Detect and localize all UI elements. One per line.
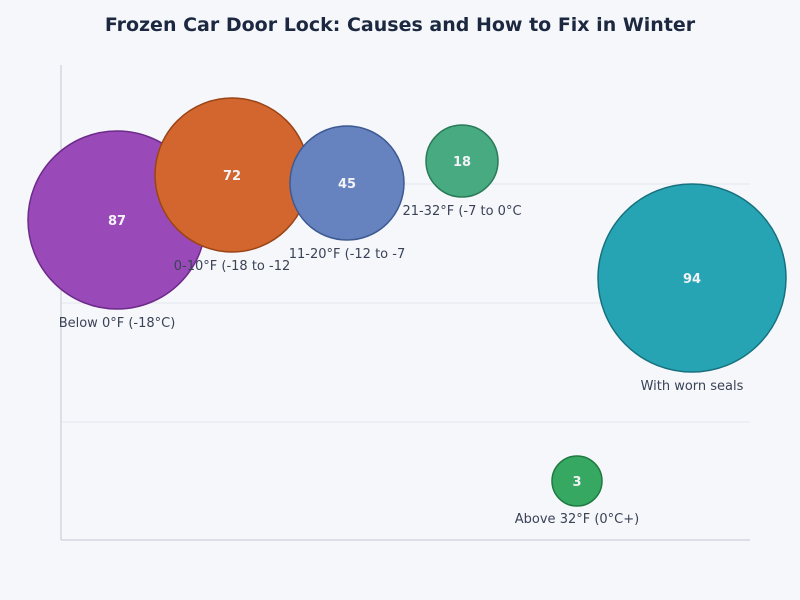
bubble-circle[interactable] <box>551 455 603 507</box>
bubble-circle[interactable] <box>289 125 405 241</box>
bubble-value: 18 <box>453 155 471 170</box>
bubble[interactable]: 45 11-20°F (-12 to -7 <box>289 125 405 262</box>
bubble-circle[interactable] <box>597 183 787 373</box>
bubble-value: 94 <box>683 272 701 287</box>
bubble-value: 45 <box>338 177 356 192</box>
bubble[interactable]: 3 Above 32°F (0°C+) <box>515 455 639 527</box>
bubble-label: 21-32°F (-7 to 0°C <box>402 204 521 219</box>
bubble-value: 87 <box>108 214 126 229</box>
bubble[interactable]: 94 With worn seals <box>597 183 787 394</box>
bubble-label: 11-20°F (-12 to -7 <box>289 247 405 262</box>
bubble-circle[interactable] <box>425 124 499 198</box>
bubble-label: Above 32°F (0°C+) <box>515 512 639 527</box>
bubble-label: Below 0°F (-18°C) <box>59 316 176 331</box>
bubble-value: 72 <box>223 169 241 184</box>
bubble-value: 3 <box>572 475 581 490</box>
chart-title: Frozen Car Door Lock: Causes and How to … <box>104 14 696 36</box>
axes <box>60 65 750 541</box>
bubble-label: With worn seals <box>641 379 744 394</box>
bubble-label: 0-10°F (-18 to -12 <box>174 259 290 274</box>
bubble[interactable]: 72 0-10°F (-18 to -12 <box>154 97 310 274</box>
bubble[interactable]: 18 21-32°F (-7 to 0°C <box>402 124 522 219</box>
